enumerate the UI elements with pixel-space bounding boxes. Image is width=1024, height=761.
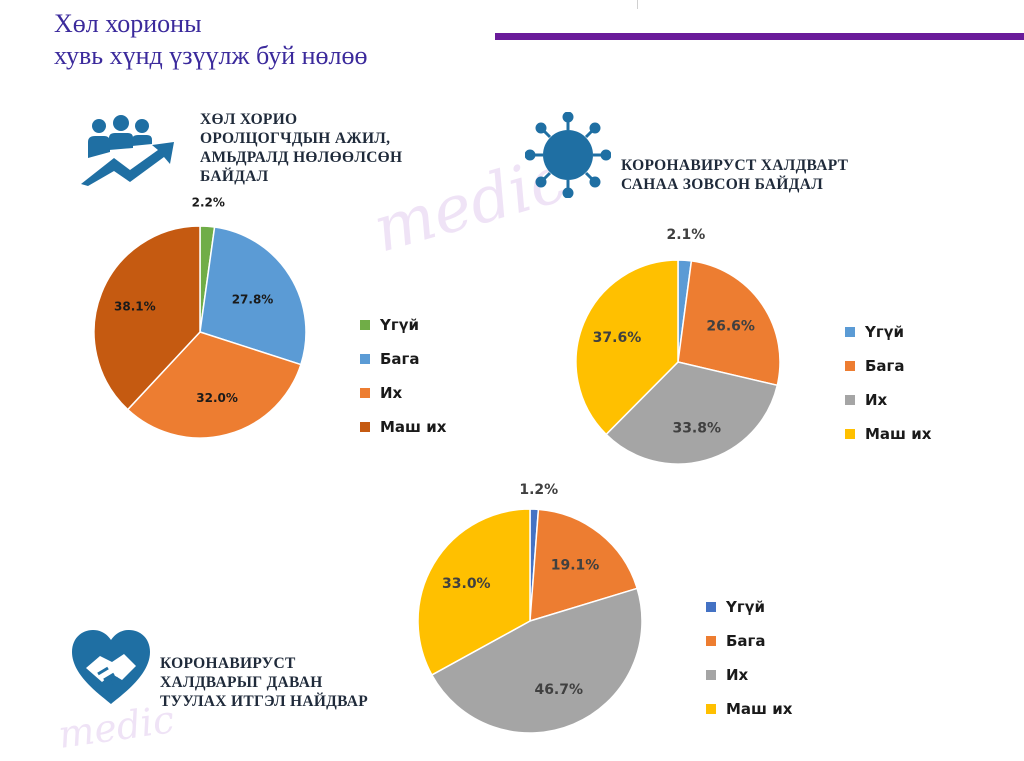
chart-3-heading-line-3: ТУУЛАХ ИТГЭЛ НАЙДВАР — [160, 693, 369, 710]
pie-slice-Бага — [677, 260, 781, 387]
data-label: 38.1% — [114, 300, 156, 314]
chart-2-heading: КОРОНАВИРУСТ ХАЛДВАРТ САНАА ЗОВСОН БАЙДА… — [621, 156, 848, 194]
data-label: 33.8% — [672, 420, 721, 436]
page-title-line-2: хувь хүнд үзүүлж буй нөлөө — [54, 41, 368, 70]
legend-label: Маш их — [726, 700, 793, 718]
chart-3-legend: Үгүй Бага Их Маш их — [706, 590, 792, 726]
chart-2-legend: Үгүй Бага Их Маш их — [845, 315, 931, 451]
legend-label: Маш их — [380, 418, 447, 436]
chart-1-legend: Үгүй Бага Их Маш их — [360, 308, 446, 444]
virus-icon — [525, 112, 611, 198]
pie-chart-1: 2.2% 27.8% 32.0% 38.1% — [93, 195, 307, 439]
chart-1-heading-line-3: АМЬДРАЛД НӨЛӨӨЛСӨН — [200, 149, 403, 166]
chart-1-heading: ХӨЛ ХОРИО ОРОЛЦОГЧДЫН АЖИЛ, АМЬДРАЛД НӨЛ… — [200, 110, 402, 186]
legend-label: Бага — [865, 357, 905, 375]
people-growth-icon — [81, 115, 174, 186]
legend-item: Үгүй — [845, 315, 931, 349]
pie-slice-Бага — [199, 226, 307, 366]
pie-slice-Их — [126, 331, 302, 439]
pie-slice-Маш их — [93, 225, 201, 411]
legend-swatch — [845, 395, 855, 405]
chart-2-heading-line-2: САНАА ЗОВСОН БАЙДАЛ — [621, 176, 824, 193]
legend-swatch — [845, 361, 855, 371]
chart-3-heading: КОРОНАВИРУСТ ХАЛДВАРЫГ ДАВАН ТУУЛАХ ИТГЭ… — [160, 654, 368, 711]
legend-item: Их — [706, 658, 792, 692]
data-label: 46.7% — [534, 682, 583, 698]
legend-swatch — [360, 422, 370, 432]
legend-item: Бага — [845, 349, 931, 383]
legend-label: Их — [726, 666, 749, 684]
legend-swatch — [706, 704, 716, 714]
legend-item: Бага — [706, 624, 792, 658]
data-label: 26.6% — [706, 319, 755, 335]
legend-label: Үгүй — [726, 598, 765, 616]
page-title-line-1: Хөл хорионы — [54, 9, 202, 38]
legend-label: Үгүй — [865, 323, 904, 341]
legend-swatch — [845, 429, 855, 439]
chart-1-heading-line-4: БАЙДАЛ — [200, 168, 269, 185]
pie-slice-Бага — [529, 508, 639, 623]
pie-slice-Их — [430, 587, 643, 734]
legend-swatch — [360, 320, 370, 330]
chart-2-heading-line-1: КОРОНАВИРУСТ ХАЛДВАРТ — [621, 157, 849, 174]
legend-item: Үгүй — [706, 590, 792, 624]
data-label: 27.8% — [232, 292, 274, 306]
legend-label: Их — [380, 384, 403, 402]
pie-slice-Маш их — [575, 259, 679, 436]
legend-swatch — [706, 636, 716, 646]
legend-item: Их — [360, 376, 446, 410]
data-label: 19.1% — [551, 558, 600, 574]
legend-swatch — [360, 388, 370, 398]
data-label: 2.2% — [192, 195, 225, 209]
legend-item: Маш их — [360, 410, 446, 444]
data-label: 2.1% — [666, 227, 705, 243]
legend-item: Маш их — [706, 692, 792, 726]
legend-swatch — [706, 670, 716, 680]
chart-1-heading-line-1: ХӨЛ ХОРИО — [200, 111, 298, 128]
data-label: 32.0% — [196, 391, 238, 405]
legend-item: Их — [845, 383, 931, 417]
watermark-medic-bottom: medic — [55, 697, 177, 757]
title-tick — [637, 0, 638, 9]
chart-3-heading-line-1: КОРОНАВИРУСТ — [160, 655, 296, 672]
pie-slice-Их — [605, 361, 779, 465]
legend-swatch — [706, 602, 716, 612]
heart-handshake-icon — [72, 630, 150, 704]
legend-label: Маш их — [865, 425, 932, 443]
chart-1-heading-line-2: ОРОЛЦОГЧДЫН АЖИЛ, — [200, 130, 391, 147]
data-label: 33.0% — [442, 576, 491, 592]
title-accent-bar — [495, 33, 1024, 40]
page-title: Хөл хорионы хувь хүнд үзүүлж буй нөлөө — [54, 8, 368, 72]
pie-slice-Маш их — [417, 508, 531, 676]
legend-item: Үгүй — [360, 308, 446, 342]
legend-swatch — [845, 327, 855, 337]
legend-label: Их — [865, 391, 888, 409]
legend-item: Маш их — [845, 417, 931, 451]
legend-item: Бага — [360, 342, 446, 376]
pie-chart-2: 2.1% 26.6% 33.8% 37.6% — [575, 227, 781, 465]
pie-chart-3: 1.2% 19.1% 46.7% 33.0% — [417, 482, 643, 734]
legend-label: Бага — [380, 350, 420, 368]
data-label: 1.2% — [519, 482, 558, 498]
chart-3-heading-line-2: ХАЛДВАРЫГ ДАВАН — [160, 674, 323, 691]
data-label: 37.6% — [593, 330, 642, 346]
legend-swatch — [360, 354, 370, 364]
legend-label: Үгүй — [380, 316, 419, 334]
legend-label: Бага — [726, 632, 766, 650]
